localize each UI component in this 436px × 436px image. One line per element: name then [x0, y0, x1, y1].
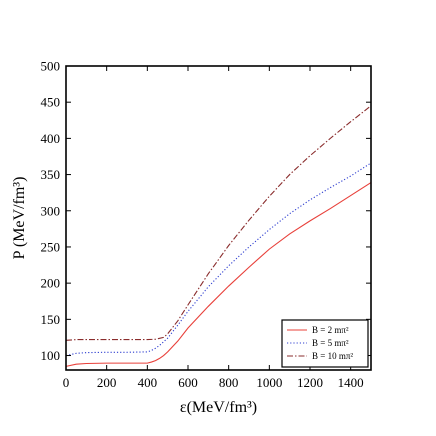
y-tick-label: 350 [41, 167, 61, 182]
axes-layer [65, 65, 372, 371]
y-tick-label: 300 [41, 203, 61, 218]
x-tick-label: 1000 [256, 375, 282, 390]
y-tick-label: 150 [41, 312, 61, 327]
y-tick-label: 450 [41, 95, 61, 110]
legend-box [281, 319, 369, 368]
plot-frame [65, 65, 372, 371]
series-line-1 [65, 182, 372, 367]
y-tick-label: 100 [41, 348, 61, 363]
x-tick-label: 0 [63, 375, 70, 390]
y-axis-title: P (MeV/fm³) [11, 177, 28, 260]
x-tick-label: 400 [138, 375, 158, 390]
x-tick-label: 200 [97, 375, 117, 390]
x-tick-label: 1200 [297, 375, 323, 390]
y-tick-label: 200 [41, 276, 61, 291]
legend-label-3: B = 10 mπ² [312, 351, 353, 361]
legend: B = 2 mπ² B = 5 mπ² B = 10 mπ² [281, 319, 369, 368]
series-layer [65, 105, 372, 367]
legend-label-1: B = 2 mπ² [312, 325, 349, 335]
x-axis-title: ε(MeV/fm³) [180, 399, 257, 416]
ticks-layer: 0 200 400 600 800 1000 1200 1400 100 150 200 250 300… [41, 59, 371, 390]
y-tick-label: 500 [41, 59, 61, 74]
legend-label-2: B = 5 mπ² [312, 338, 349, 348]
x-tick-label: 1400 [338, 375, 364, 390]
y-tick-label: 250 [41, 239, 61, 254]
series-line-3 [65, 105, 372, 341]
y-tick-label: 400 [41, 131, 61, 146]
x-tick-label: 600 [178, 375, 198, 390]
x-tick-label: 800 [219, 375, 239, 390]
